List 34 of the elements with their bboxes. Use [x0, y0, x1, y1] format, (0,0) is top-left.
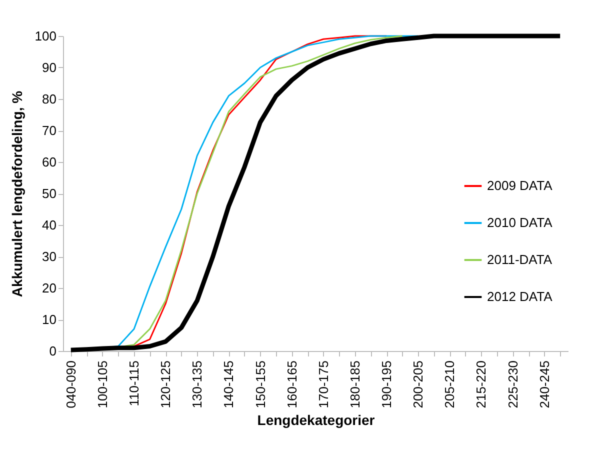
x-tick-label: 040-090	[63, 360, 78, 408]
legend-label: 2011-DATA	[487, 252, 552, 267]
x-tick-label: 170-175	[316, 360, 331, 408]
x-tick-label: 180-185	[347, 360, 362, 408]
x-tick-label: 110-115	[126, 360, 142, 406]
x-axis-title: Lengdekategorier	[257, 412, 376, 428]
x-tick-label: 205-210	[442, 360, 458, 408]
y-tick-label: 0	[49, 344, 56, 358]
y-tick-label: 30	[42, 249, 56, 264]
x-tick-label: 215-220	[474, 360, 489, 408]
y-tick-label: 80	[42, 92, 56, 106]
legend-label: 2010 DATA	[487, 215, 553, 230]
x-tick-label: 160-165	[284, 360, 300, 408]
x-tick-label: 100-105	[94, 360, 110, 408]
x-tick-label: 200-205	[410, 360, 426, 408]
y-tick-label: 70	[42, 123, 56, 138]
y-tick-label: 100	[34, 28, 56, 44]
x-tick-label: 140-145	[221, 360, 236, 408]
y-tick-label: 50	[42, 186, 56, 201]
y-tick-label: 20	[42, 280, 56, 296]
x-tick-label: 225-230	[505, 360, 520, 408]
legend-label: 2012 DATA	[487, 289, 553, 304]
y-tick-label: 60	[42, 154, 56, 170]
y-tick-label: 40	[42, 218, 56, 232]
x-tick-label: 190-195	[379, 360, 394, 408]
x-tick-label: 150-155	[252, 360, 268, 408]
y-tick-label: 10	[42, 312, 56, 327]
x-tick-label: 130-135	[190, 360, 205, 408]
x-tick-label: 120-125	[158, 360, 174, 408]
legend-label: 2009 DATA	[487, 178, 553, 193]
y-tick-label: 90	[42, 60, 56, 75]
x-tick-label: 240-245	[536, 360, 552, 408]
y-axis-title: Akkumulert lengdefordeling, %	[8, 90, 25, 298]
line-series	[68, 34, 562, 352]
